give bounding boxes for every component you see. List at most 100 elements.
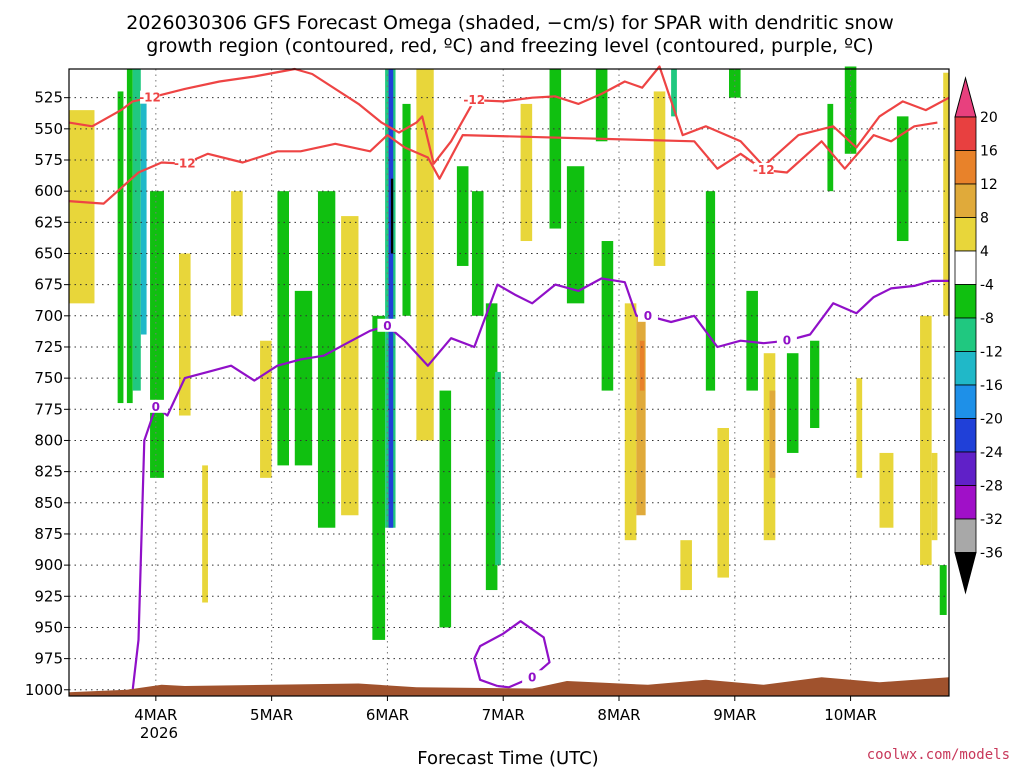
y-tick-label: 975 — [34, 650, 63, 668]
colorbar-label: 8 — [980, 211, 989, 227]
contour-label: -12 — [174, 157, 196, 171]
omega-cell — [485, 303, 498, 591]
contour-label-bg — [464, 93, 485, 107]
y-tick-label: 675 — [34, 276, 63, 294]
contour-label-bg — [145, 399, 166, 413]
colorbar-label: -32 — [980, 512, 1003, 528]
omega-cell — [520, 103, 533, 242]
colorbar-segment — [954, 284, 977, 319]
omega-cell — [231, 191, 243, 316]
omega-cell — [277, 191, 289, 466]
colorbar-label: 12 — [980, 177, 998, 193]
colorbar-label: -8 — [980, 311, 994, 327]
omega-cell — [294, 290, 313, 466]
omega-cell — [827, 103, 834, 192]
omega-cell — [746, 290, 758, 391]
contour-label: 0 — [152, 400, 160, 414]
colorbar-label: -12 — [980, 345, 1003, 361]
omega-cell — [636, 315, 646, 516]
y-tick-label: 600 — [34, 182, 63, 200]
y-tick-label: 525 — [34, 89, 63, 107]
contour-layer: -12 -12 -12 -12 0 0 0 0 0 — [68, 65, 950, 696]
y-tick-label: 775 — [34, 400, 63, 418]
omega-cell — [653, 91, 666, 266]
omega-cell — [471, 191, 484, 316]
contour-label: -12 — [139, 91, 161, 105]
omega-cell — [341, 216, 359, 516]
contour-label-bg — [174, 156, 195, 170]
colorbar-segment — [954, 116, 977, 151]
omega-cell — [117, 91, 124, 404]
colorbar-segment — [954, 351, 977, 386]
y-tick-label: 700 — [34, 307, 63, 325]
x-tick-label: 5MAR — [250, 706, 293, 724]
y-tick-label: 925 — [34, 587, 63, 605]
plot-area: -12 -12 -12 -12 0 0 0 0 0 — [68, 65, 950, 697]
contour-label: 0 — [644, 309, 652, 323]
omega-cell — [624, 303, 637, 541]
chart-title-line1: 2026030306 GFS Forecast Omega (shaded, −… — [126, 12, 894, 34]
contour-label: 0 — [783, 334, 791, 348]
y-tick-label: 650 — [34, 244, 63, 262]
contour-label: -12 — [463, 93, 485, 107]
x-tick-label: 10MAR — [824, 706, 877, 724]
omega-cell — [132, 69, 141, 391]
credit-text: coolwx.com/models — [867, 747, 1010, 763]
y-tick-label: 825 — [34, 463, 63, 481]
contour-line — [68, 65, 950, 168]
omega-cell — [179, 253, 191, 416]
contour-label-bg — [637, 308, 658, 322]
x-axis-label: Forecast Time (UTC) — [417, 748, 598, 768]
colorbar-segment — [954, 317, 977, 352]
contour-label-bg — [776, 333, 797, 347]
omega-cell — [639, 340, 645, 391]
colorbar: 20 16 12 8 4 -4 -8 -12 -16 -20 -24 -28 -32 -36 — [954, 76, 1003, 595]
omega-cell — [566, 166, 585, 304]
contour-label-bg — [522, 670, 543, 684]
omega-cell — [549, 69, 562, 229]
y-tick-label: 575 — [34, 151, 63, 169]
omega-cell — [856, 378, 863, 478]
plot-frame — [68, 68, 950, 697]
omega-cell — [671, 69, 677, 117]
omega-cell — [495, 371, 501, 566]
colorbar-label: 4 — [980, 244, 989, 260]
x-tick-label: 8MAR — [597, 706, 640, 724]
colorbar-bottom-arrow — [954, 552, 977, 595]
colorbar-segment — [954, 485, 977, 520]
omega-cell — [601, 241, 614, 391]
colorbar-label: -36 — [980, 546, 1003, 562]
colorbar-label: -28 — [980, 479, 1003, 495]
colorbar-segment — [954, 384, 977, 419]
grid-layer — [69, 69, 949, 696]
y-tick-label: 900 — [34, 556, 63, 574]
colorbar-label: 16 — [980, 144, 998, 160]
x-tick-label: 4MAR — [134, 706, 177, 724]
omega-cell — [388, 69, 394, 528]
y-axis: 525 550 575 600 625 650 675 700 725 750 775 800 825 8… — [25, 89, 69, 699]
colorbar-top-arrow — [954, 76, 977, 118]
terrain-fill — [69, 677, 949, 696]
y-tick-label: 725 — [34, 338, 63, 356]
y-tick-label: 800 — [34, 431, 63, 449]
omega-cell — [372, 315, 386, 640]
x-tick-label: 7MAR — [482, 706, 525, 724]
colorbar-label: -4 — [980, 278, 994, 294]
colorbar-segment — [954, 217, 977, 252]
omega-cell — [456, 166, 469, 266]
omega-cell — [140, 91, 147, 335]
y-tick-label: 875 — [34, 525, 63, 543]
omega-cell — [769, 390, 776, 478]
omega-cell — [931, 452, 938, 541]
colorbar-segment — [954, 451, 977, 486]
omega-cell — [595, 69, 608, 142]
contour-label: -12 — [753, 163, 775, 177]
omega-cell — [810, 340, 820, 428]
y-tick-label: 950 — [34, 618, 63, 636]
omega-cell — [69, 110, 95, 304]
omega-cell — [126, 69, 133, 404]
y-tick-label: 1000 — [25, 681, 63, 699]
x-tick-label: 6MAR — [366, 706, 409, 724]
contour-label: 0 — [528, 670, 536, 684]
